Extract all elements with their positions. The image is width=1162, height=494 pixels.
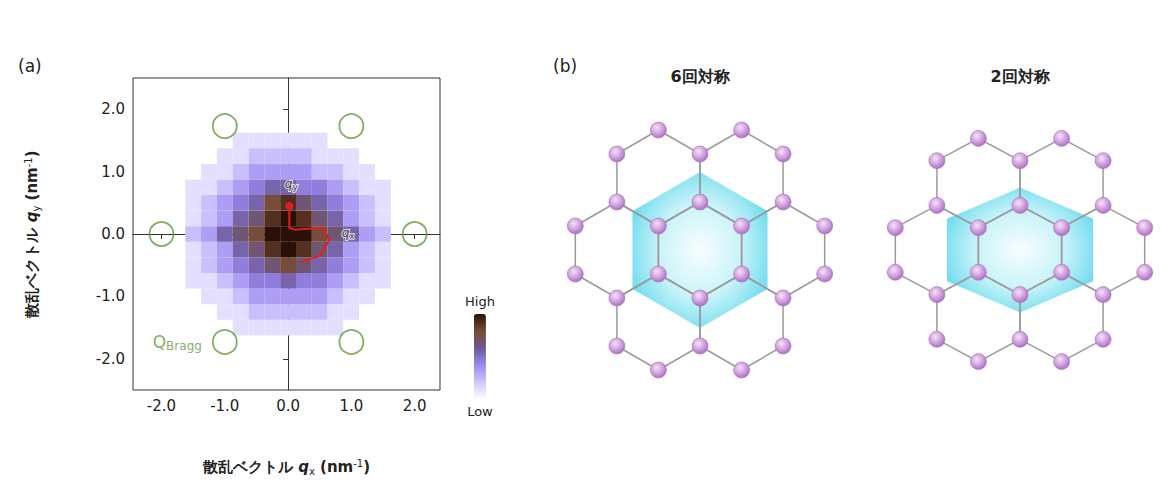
svg-text:Low: Low (467, 404, 493, 419)
svg-text:(nm: (nm (315, 458, 353, 476)
svg-text:2回対称: 2回対称 (990, 67, 1049, 86)
svg-text:-1.0: -1.0 (210, 397, 239, 415)
svg-text:0.0: 0.0 (101, 225, 125, 243)
svg-text:Q: Q (153, 332, 166, 352)
svg-text:q: q (284, 177, 293, 192)
svg-text:-1: -1 (353, 458, 363, 469)
svg-text:2.0: 2.0 (101, 100, 125, 118)
svg-text:1.0: 1.0 (339, 397, 363, 415)
svg-text:散乱ベクトル: 散乱ベクトル (202, 458, 298, 476)
svg-text:1.0: 1.0 (101, 163, 125, 181)
html-text:(a): (a) (18, 56, 42, 76)
svg-text:散乱ベクトル: 散乱ベクトル (23, 222, 41, 318)
svg-text:-1.0: -1.0 (96, 287, 125, 305)
svg-text:): ) (23, 150, 41, 157)
svg-text:y: y (292, 182, 298, 192)
svg-text:-1: -1 (23, 157, 34, 167)
svg-text:q: q (298, 458, 309, 476)
svg-text:Bragg: Bragg (166, 339, 202, 353)
svg-text:): ) (363, 458, 370, 476)
svg-text:-2.0: -2.0 (96, 350, 125, 368)
svg-text:2.0: 2.0 (403, 397, 427, 415)
svg-text:(nm: (nm (23, 167, 41, 205)
html-text:(b): (b) (553, 56, 578, 76)
svg-text:6回対称: 6回対称 (670, 67, 729, 86)
svg-text:x: x (308, 465, 315, 477)
svg-text:-2.0: -2.0 (147, 397, 176, 415)
svg-text:q: q (23, 211, 41, 222)
svg-text:y: y (30, 205, 42, 212)
svg-text:q: q (341, 225, 350, 240)
svg-text:High: High (465, 294, 495, 309)
svg-text:x: x (349, 231, 355, 241)
svg-text:0.0: 0.0 (276, 397, 300, 415)
